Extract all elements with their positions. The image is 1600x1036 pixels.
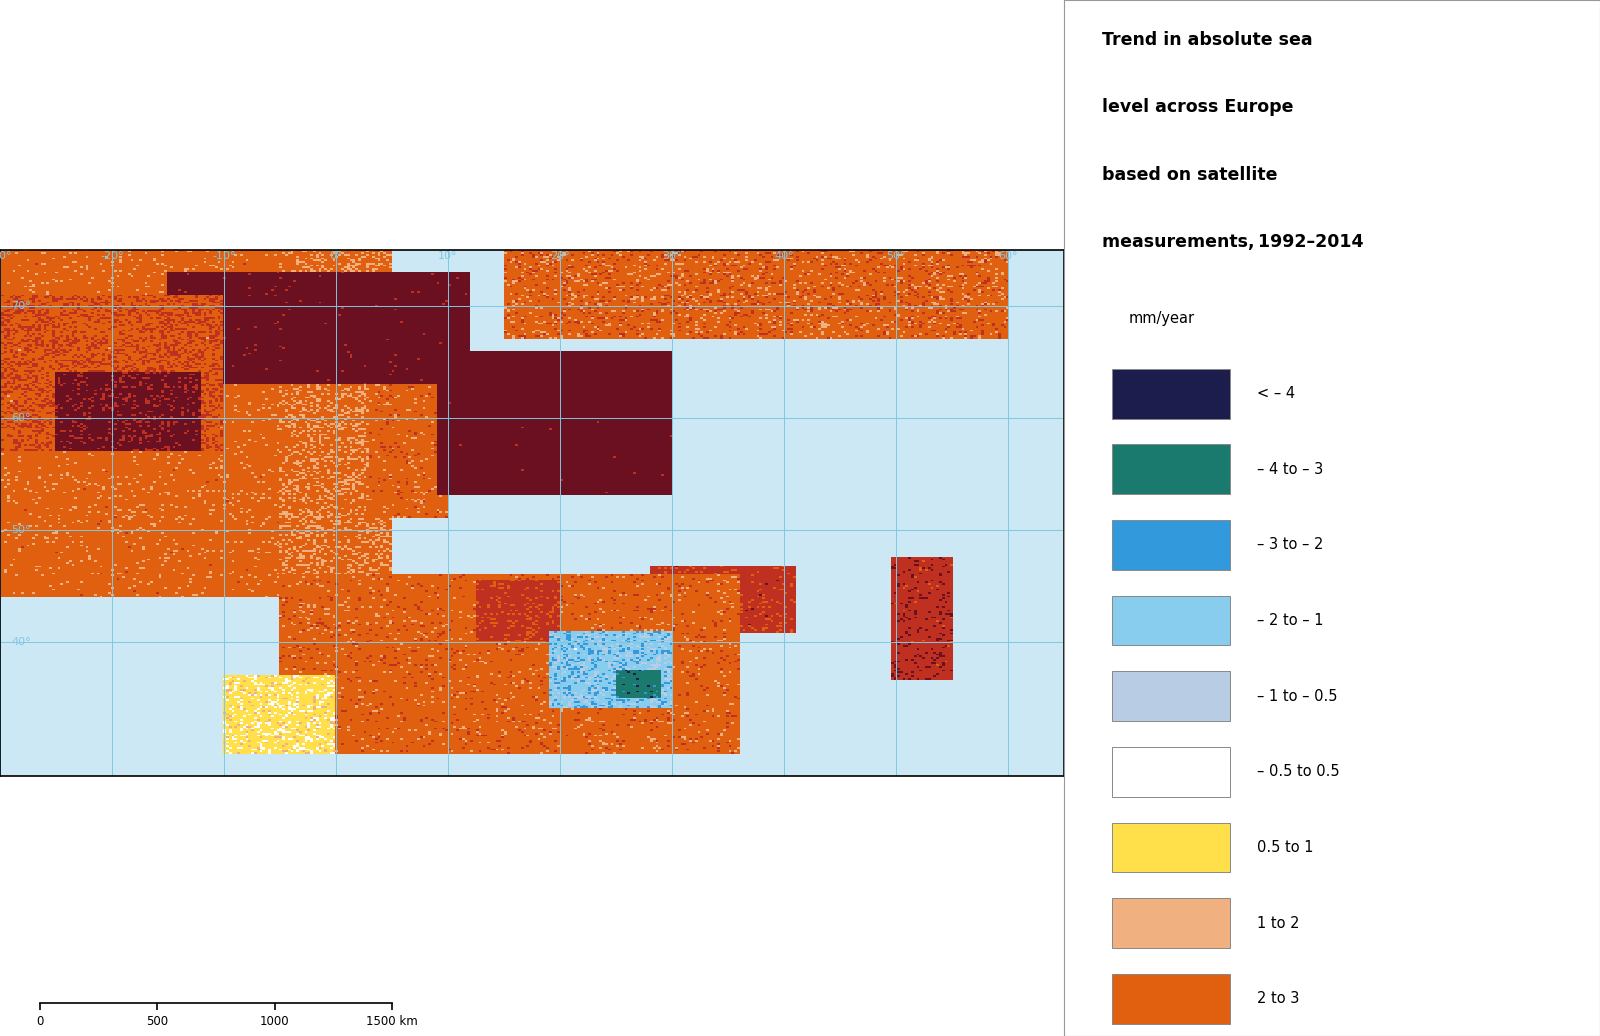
Text: 30°: 30° xyxy=(662,251,682,261)
Bar xyxy=(1112,520,1230,570)
Text: – 0.5 to 0.5: – 0.5 to 0.5 xyxy=(1258,765,1339,779)
Text: 0°: 0° xyxy=(330,251,342,261)
Text: – 2 to – 1: – 2 to – 1 xyxy=(1258,613,1323,628)
Bar xyxy=(1112,596,1230,645)
Text: -10°: -10° xyxy=(213,251,235,261)
Text: measurements, 1992–2014: measurements, 1992–2014 xyxy=(1101,233,1363,251)
Text: 50°: 50° xyxy=(11,524,30,535)
Text: 1 to 2: 1 to 2 xyxy=(1258,916,1299,930)
Text: Trend in absolute sea: Trend in absolute sea xyxy=(1101,31,1312,49)
Text: 40°: 40° xyxy=(774,251,794,261)
Bar xyxy=(1112,898,1230,948)
Bar xyxy=(1112,823,1230,872)
Text: – 3 to – 2: – 3 to – 2 xyxy=(1258,538,1323,552)
Text: 40°: 40° xyxy=(11,636,30,646)
Text: 0.5 to 1: 0.5 to 1 xyxy=(1258,840,1314,855)
Text: -20°: -20° xyxy=(101,251,123,261)
Text: 2 to 3: 2 to 3 xyxy=(1258,991,1299,1006)
Bar xyxy=(1112,671,1230,721)
Text: mm/year: mm/year xyxy=(1128,311,1195,325)
Text: – 4 to – 3: – 4 to – 3 xyxy=(1258,462,1323,477)
Text: 10°: 10° xyxy=(438,251,458,261)
Text: 70°: 70° xyxy=(11,300,30,311)
Text: level across Europe: level across Europe xyxy=(1101,98,1293,116)
Text: 20°: 20° xyxy=(550,251,570,261)
Text: – 1 to – 0.5: – 1 to – 0.5 xyxy=(1258,689,1338,703)
Text: < – 4: < – 4 xyxy=(1258,386,1294,401)
Text: 60°: 60° xyxy=(998,251,1018,261)
Text: 50°: 50° xyxy=(886,251,906,261)
Bar xyxy=(1112,444,1230,494)
Bar xyxy=(1112,974,1230,1024)
Text: based on satellite: based on satellite xyxy=(1101,166,1277,183)
Bar xyxy=(1112,747,1230,797)
Text: -30°: -30° xyxy=(0,251,11,261)
Bar xyxy=(1112,369,1230,419)
Text: 60°: 60° xyxy=(11,412,30,423)
